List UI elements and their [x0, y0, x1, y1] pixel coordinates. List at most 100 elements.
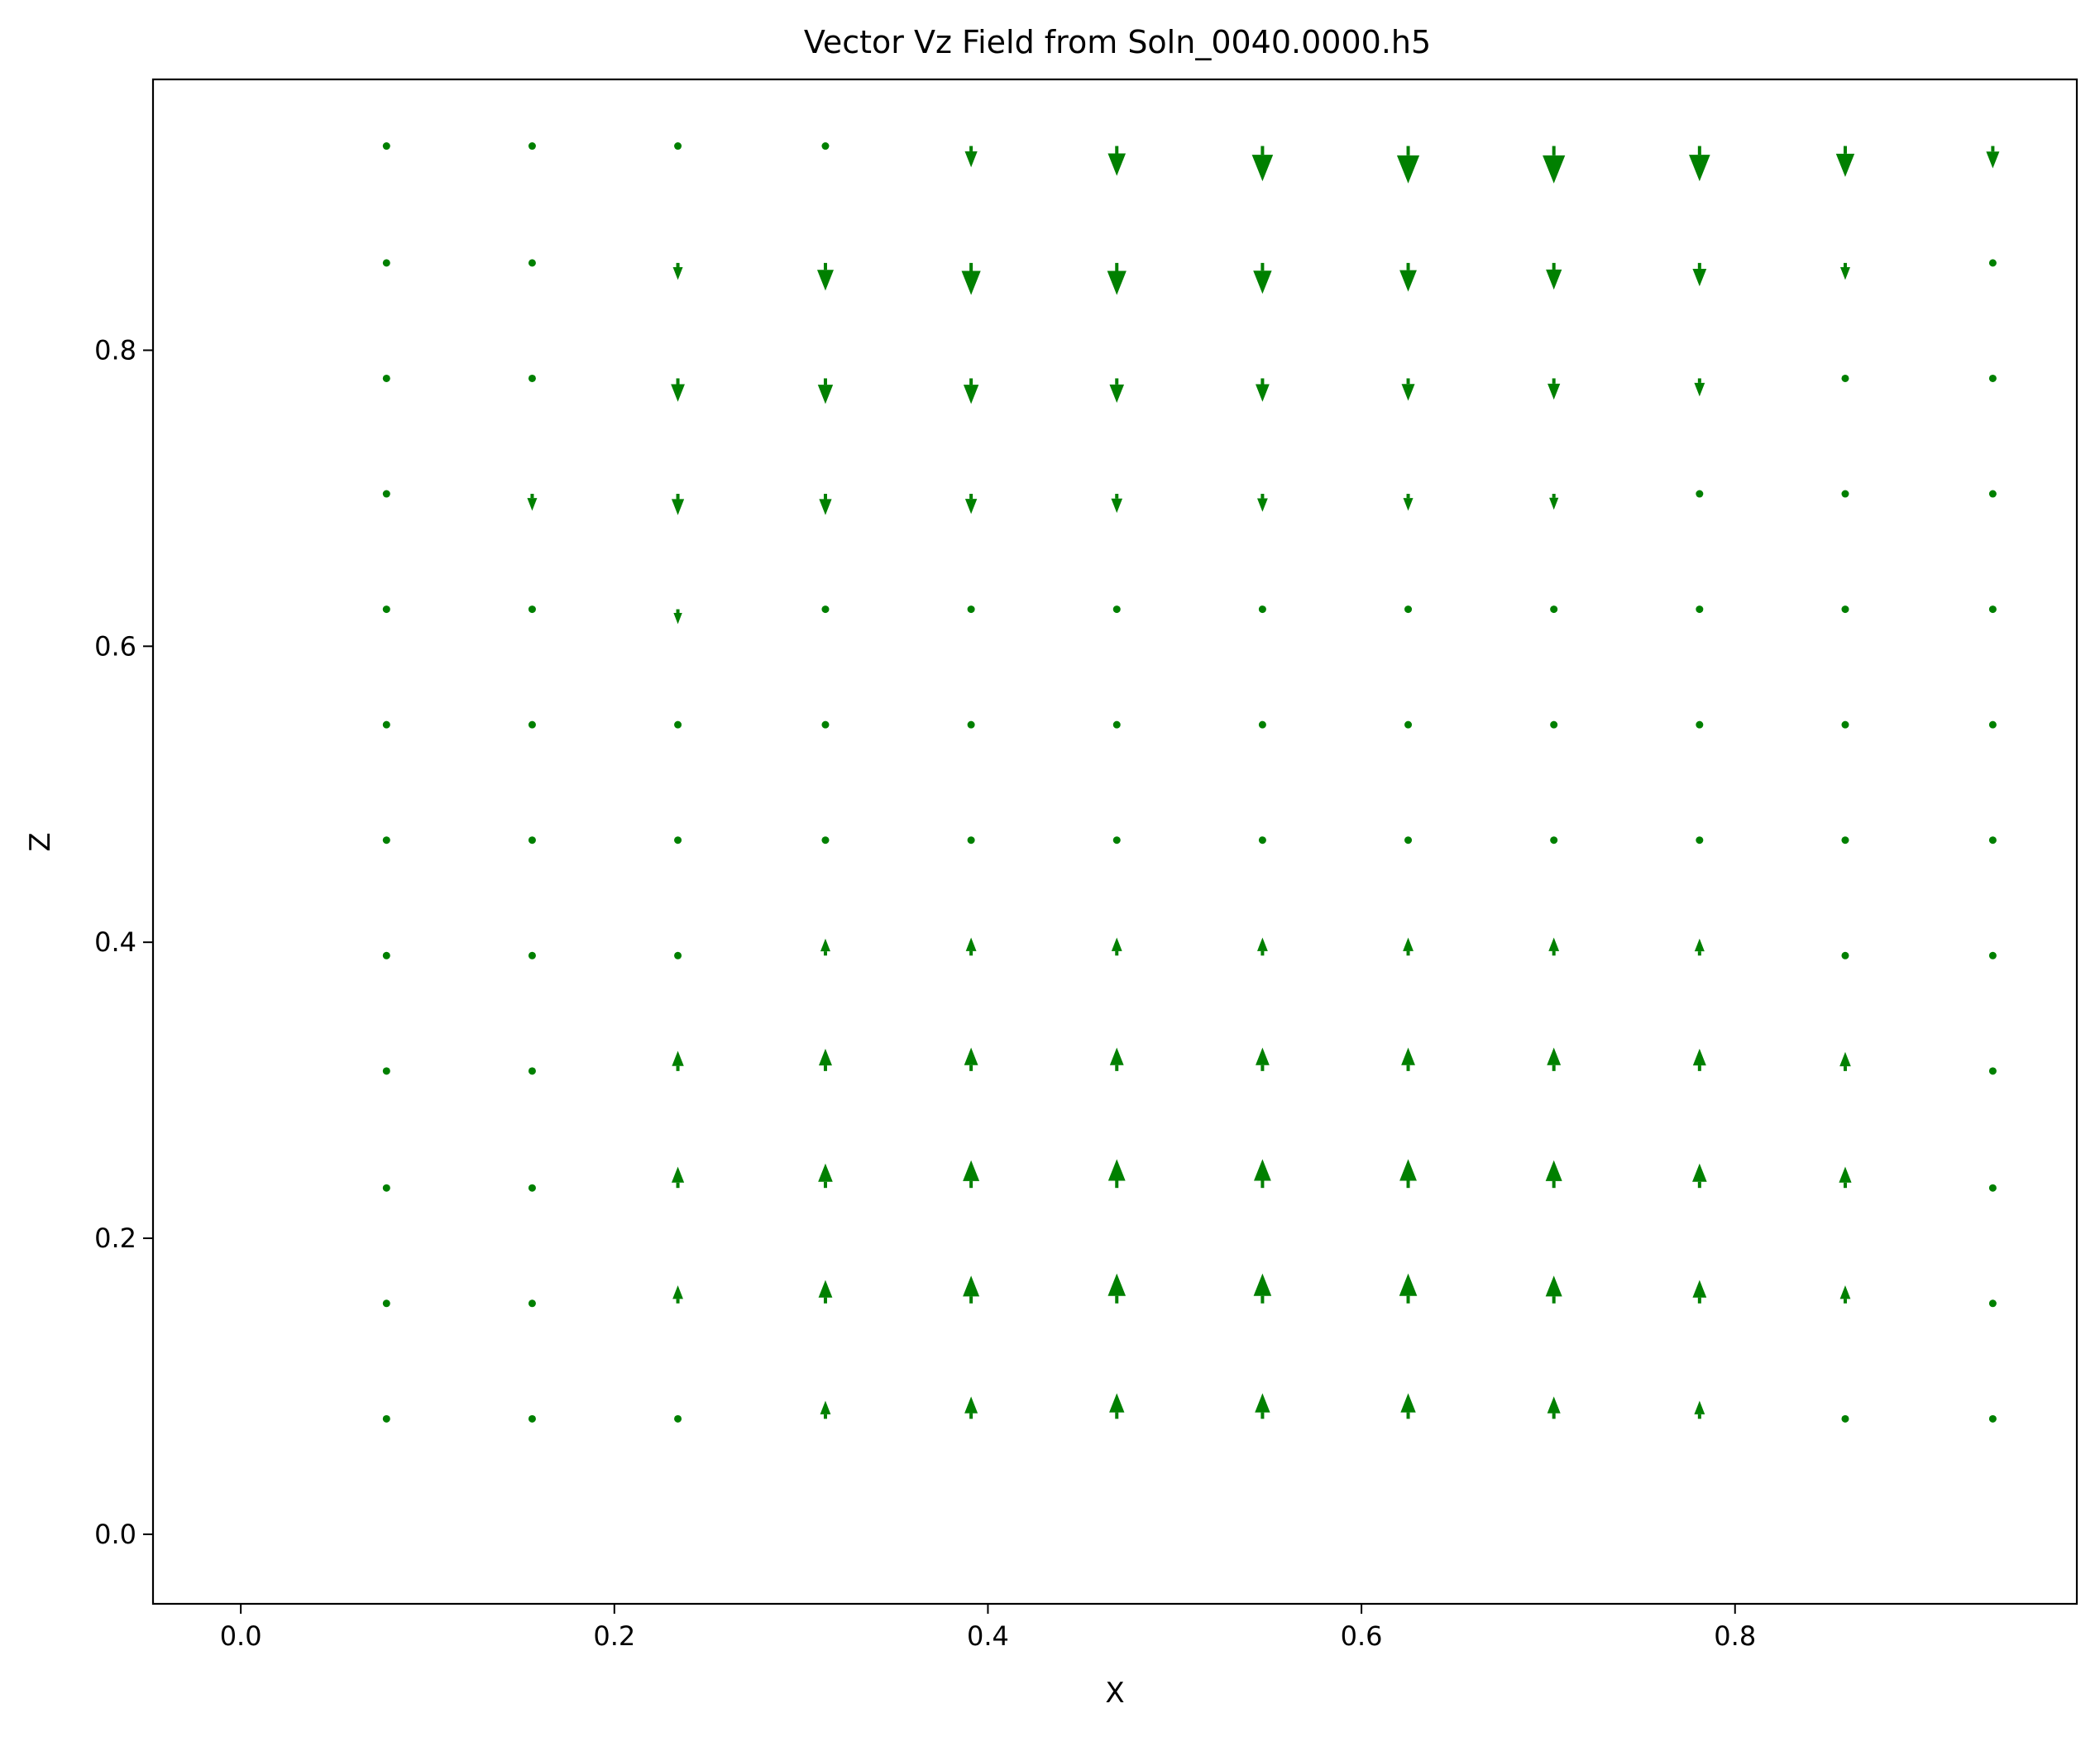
vector-arrow — [1399, 270, 1417, 292]
vector-dot — [1696, 836, 1704, 845]
vector-arrow — [1839, 267, 1850, 280]
vector-dot — [1988, 1414, 1997, 1423]
vector-dot — [967, 605, 975, 614]
vector-dot — [528, 720, 536, 729]
vector-arrow — [1545, 1160, 1562, 1181]
x-tick-label: 0.0 — [220, 1620, 262, 1652]
vector-dot — [1841, 951, 1849, 959]
vector-arrow — [1403, 498, 1414, 511]
vector-arrow — [1546, 269, 1562, 290]
vector-arrow — [819, 499, 832, 515]
vector-arrow — [673, 613, 682, 624]
plot-frame — [151, 78, 2078, 1605]
vector-arrow — [1251, 155, 1274, 182]
x-tick-label: 0.6 — [1341, 1620, 1383, 1652]
vector-dot — [1696, 605, 1704, 614]
vector-dot — [674, 720, 682, 729]
vector-arrow — [961, 270, 981, 295]
vector-dot — [382, 259, 390, 267]
vector-arrow — [1109, 384, 1125, 404]
vector-dot — [821, 836, 830, 845]
vector-arrow — [671, 1166, 685, 1183]
vector-dot — [382, 374, 390, 382]
y-tick-label: 0.0 — [94, 1519, 136, 1550]
vector-dot — [1404, 605, 1413, 614]
vector-dot — [1988, 720, 1997, 729]
vector-dot — [1988, 836, 1997, 845]
y-tick-label: 0.8 — [94, 334, 136, 366]
vector-arrow — [818, 1048, 832, 1066]
y-tick-label: 0.6 — [94, 630, 136, 662]
vector-arrow — [964, 1047, 978, 1065]
vector-dot — [382, 951, 390, 959]
vector-dot — [528, 1299, 536, 1308]
vector-dot — [674, 142, 682, 151]
vector-dot — [528, 605, 536, 614]
x-tick-label: 0.2 — [593, 1620, 635, 1652]
vector-arrow — [964, 151, 978, 168]
vector-arrow — [1549, 497, 1559, 510]
vector-dot — [1550, 836, 1558, 845]
vector-dot — [528, 1184, 536, 1192]
vector-arrow — [1839, 1285, 1851, 1299]
vector-dot — [382, 1414, 390, 1423]
vector-arrow — [1396, 155, 1420, 184]
vector-dot — [1988, 951, 1997, 959]
vector-dot — [1841, 720, 1849, 729]
vector-arrow — [1401, 1047, 1415, 1065]
x-axis: 0.0 0.2 0.4 0.6 0.8 — [220, 1604, 1756, 1652]
vector-dot — [1988, 259, 1997, 267]
vector-arrow — [1694, 1400, 1705, 1414]
vector-dot — [528, 259, 536, 267]
vector-dot — [1112, 720, 1121, 729]
vector-arrow — [963, 1275, 980, 1297]
vector-arrow — [1547, 1047, 1562, 1065]
vector-dot — [382, 1067, 390, 1075]
vector-arrow — [1111, 498, 1123, 514]
vector-dot — [674, 836, 682, 845]
vector-dot — [967, 720, 975, 729]
vector-dot — [1988, 1067, 1997, 1075]
vector-arrow — [820, 1400, 831, 1414]
vector-dot — [1258, 720, 1266, 729]
vector-dot — [1112, 605, 1121, 614]
vector-dot — [1988, 1299, 1997, 1308]
vector-arrow — [1547, 1396, 1561, 1414]
vector-arrow — [1399, 1273, 1418, 1296]
vector-arrow — [1689, 155, 1710, 182]
vector-dot — [821, 720, 830, 729]
vector-arrow — [1548, 937, 1560, 951]
y-axis-label: Z — [24, 832, 57, 851]
vector-arrow — [1839, 1051, 1851, 1067]
vector-arrow — [820, 938, 830, 952]
vector-arrow — [1403, 937, 1414, 951]
y-tick-label: 0.2 — [94, 1223, 136, 1254]
vector-arrow — [1400, 1393, 1416, 1413]
vector-arrow — [1692, 268, 1707, 287]
vector-dot — [1988, 490, 1997, 498]
vector-dot — [1988, 605, 1997, 614]
x-axis-label: X — [1105, 1677, 1124, 1710]
vector-arrow — [817, 385, 834, 404]
vector-dot — [821, 142, 830, 151]
vector-arrow — [1111, 937, 1122, 951]
vector-dot — [821, 605, 830, 614]
vector-arrow — [1107, 1273, 1127, 1296]
vector-dot — [382, 1299, 390, 1308]
vector-arrow — [671, 384, 685, 402]
vector-dot — [1841, 1414, 1849, 1423]
vector-arrow — [1835, 153, 1855, 177]
vector-dot — [674, 951, 682, 959]
vector-arrow — [672, 1050, 684, 1066]
x-tick-label: 0.8 — [1714, 1620, 1756, 1652]
vector-arrow — [1545, 1275, 1562, 1297]
vector-dot — [1550, 605, 1558, 614]
vector-dot — [528, 1414, 536, 1423]
vector-arrow — [964, 499, 978, 514]
vector-dot — [1112, 836, 1121, 845]
vector-arrow — [1839, 1166, 1852, 1183]
vector-dot — [382, 1184, 390, 1192]
vector-arrow — [1401, 384, 1415, 401]
vector-dot — [1696, 490, 1704, 498]
vector-dot — [1988, 1184, 1997, 1192]
